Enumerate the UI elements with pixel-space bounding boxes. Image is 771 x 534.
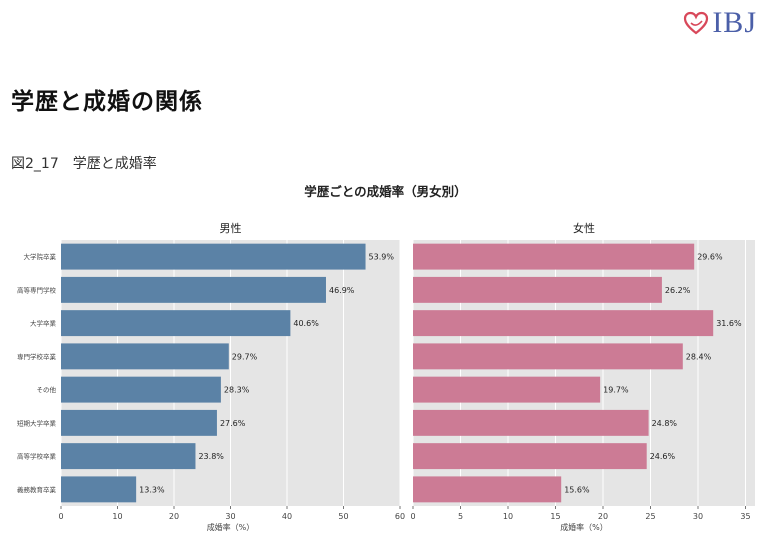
bar [413,443,647,470]
x-tick-label: 50 [338,512,348,521]
chart-suptitle: 学歴ごとの成婚率（男女別） [304,184,467,199]
data-label: 23.8% [198,452,224,461]
ibj-logo: IBJ [683,6,757,40]
data-label: 26.2% [665,286,691,295]
x-tick-label: 20 [169,512,179,521]
data-label: 13.3% [139,485,165,494]
y-tick-label: 大学卒業 [30,319,57,328]
data-label: 27.6% [220,419,246,428]
x-tick-label: 30 [225,512,235,521]
bar [413,476,562,503]
data-label: 24.8% [652,419,678,428]
bar [413,409,649,436]
bar [413,376,601,403]
panel-title: 男性 [220,221,242,235]
data-label: 28.3% [224,386,250,395]
data-label: 53.9% [369,253,395,262]
bar [61,310,291,337]
x-tick-label: 5 [458,512,463,521]
x-tick-label: 10 [112,512,122,521]
data-label: 24.6% [650,452,676,461]
bar [413,276,662,303]
bar [61,476,137,503]
data-label: 40.6% [293,319,319,328]
x-tick-label: 30 [693,512,703,521]
bar [61,243,366,270]
x-tick-label: 25 [645,512,655,521]
x-tick-label: 10 [503,512,513,521]
y-tick-label: 義務教育卒業 [17,485,57,494]
y-tick-label: 短期大学卒業 [17,418,57,427]
bar [413,310,714,337]
x-tick-label: 40 [282,512,292,521]
x-tick-label: 0 [58,512,63,521]
x-tick-label: 60 [395,512,405,521]
bar [61,343,229,370]
y-tick-label: 大学院卒業 [24,252,57,261]
bar [61,443,196,470]
data-label: 31.6% [716,319,742,328]
bar [413,243,695,270]
data-label: 28.4% [686,352,712,361]
y-tick-label: 高等学校卒業 [17,452,57,461]
x-tick-label: 0 [410,512,415,521]
logo-text: IBJ [712,6,757,39]
page-title: 学歴と成婚の関係 [11,89,203,115]
bar [61,409,217,436]
y-tick-label: 専門学校卒業 [17,352,57,361]
figure-caption: 図2_17 学歴と成婚率 [11,156,157,172]
data-label: 15.6% [564,485,590,494]
data-label: 29.7% [232,352,258,361]
y-tick-label: その他 [37,385,57,394]
x-tick-label: 20 [598,512,608,521]
x-tick-label: 15 [550,512,560,521]
data-label: 29.6% [697,253,723,262]
x-axis-label: 成婚率（%） [560,522,608,532]
data-label: 19.7% [603,386,629,395]
panel-title: 女性 [573,221,595,235]
heart-logo-icon [684,11,709,35]
x-tick-label: 35 [740,512,750,521]
data-label: 46.9% [329,286,355,295]
y-tick-label: 高等専門学校 [17,285,57,294]
bar [61,376,221,403]
x-axis-label: 成婚率（%） [207,522,255,532]
bar [413,343,683,370]
bar [61,276,326,303]
